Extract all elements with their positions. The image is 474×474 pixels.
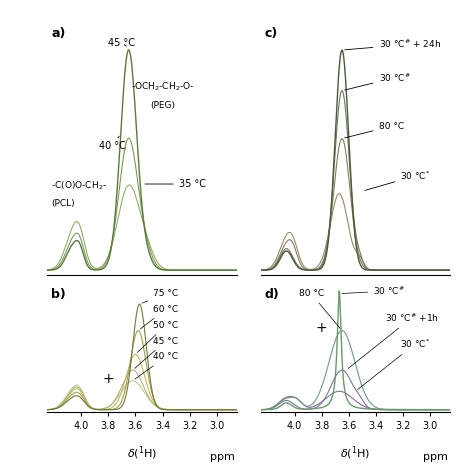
Text: (PCL): (PCL): [51, 199, 75, 208]
Text: 30 °C$^{*}$: 30 °C$^{*}$: [365, 170, 430, 191]
Text: +: +: [102, 373, 114, 386]
Text: d): d): [264, 288, 279, 301]
Text: 35 °C: 35 °C: [145, 179, 206, 189]
Text: 75 °C: 75 °C: [142, 289, 178, 303]
Text: b): b): [51, 288, 66, 301]
Text: -C(O)O-CH$_2$-: -C(O)O-CH$_2$-: [51, 179, 108, 191]
Text: 40 °C: 40 °C: [99, 136, 126, 151]
Text: 30 °C$^{\#}$ + 24h: 30 °C$^{\#}$ + 24h: [345, 38, 441, 51]
Text: +: +: [316, 321, 328, 335]
Text: $\delta$($^1$H): $\delta$($^1$H): [340, 445, 371, 462]
Text: 30 °C$^{\#}$: 30 °C$^{\#}$: [342, 285, 405, 297]
Text: 80 °C: 80 °C: [299, 289, 340, 328]
Text: $\delta$($^1$H): $\delta$($^1$H): [127, 445, 157, 462]
Text: ppm: ppm: [423, 452, 448, 462]
Text: 40 °C: 40 °C: [135, 353, 178, 379]
Text: 60 °C: 60 °C: [140, 305, 178, 329]
Text: 30 °C$^{\#}$: 30 °C$^{\#}$: [345, 72, 410, 90]
Text: c): c): [264, 27, 278, 40]
Text: ppm: ppm: [210, 452, 235, 462]
Text: 80 °C: 80 °C: [345, 122, 404, 138]
Text: a): a): [51, 27, 65, 40]
Text: 50 °C: 50 °C: [137, 321, 178, 352]
Text: 30 °C$^{\#}$ +1h: 30 °C$^{\#}$ +1h: [348, 311, 439, 368]
Text: 30 °C$^{*}$: 30 °C$^{*}$: [358, 337, 430, 390]
Text: 45 °C: 45 °C: [109, 38, 136, 48]
Text: -OCH$_2$-CH$_2$-O-: -OCH$_2$-CH$_2$-O-: [131, 81, 194, 93]
Text: 45 °C: 45 °C: [135, 337, 178, 368]
Text: (PEG): (PEG): [150, 101, 175, 110]
